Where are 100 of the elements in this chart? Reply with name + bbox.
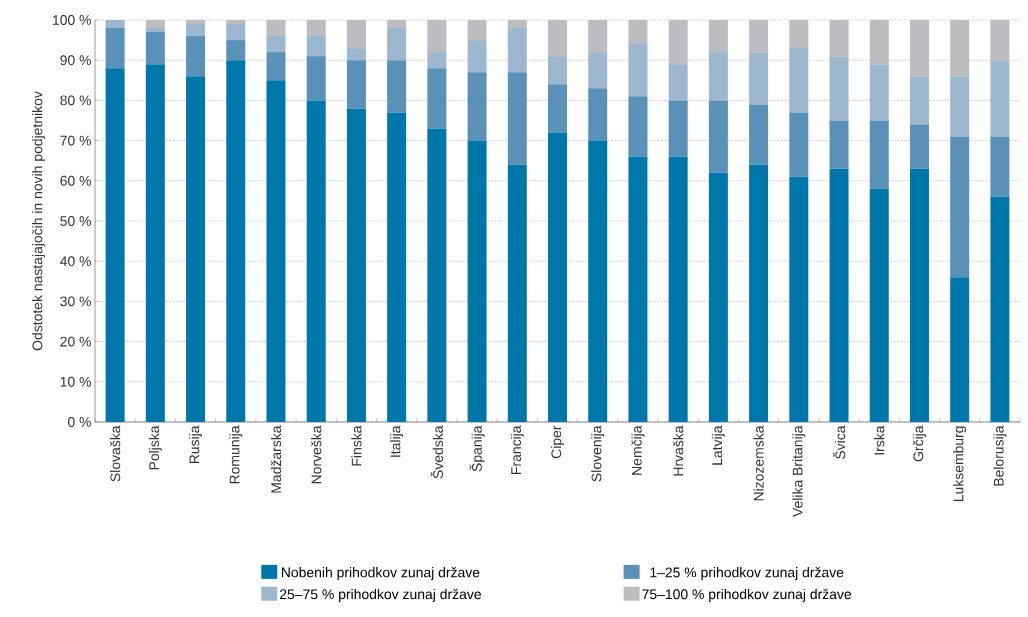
x-tick-label: Slovaška bbox=[109, 425, 121, 482]
bar bbox=[266, 36, 286, 53]
x-tick-label: Nizozemska bbox=[753, 425, 764, 501]
bar bbox=[789, 176, 809, 422]
bar bbox=[909, 76, 929, 125]
bar bbox=[990, 136, 1010, 197]
bar bbox=[628, 19, 648, 45]
bar bbox=[145, 28, 165, 33]
bar bbox=[588, 52, 608, 89]
bar bbox=[105, 28, 125, 69]
bar bbox=[226, 40, 246, 61]
bar bbox=[588, 19, 608, 53]
bar bbox=[186, 36, 206, 77]
bar bbox=[427, 52, 447, 69]
bar bbox=[467, 140, 487, 422]
x-tick-label: Norveška bbox=[311, 425, 322, 484]
bar bbox=[950, 76, 970, 137]
x-tick-label: Poljska bbox=[148, 425, 162, 470]
bar bbox=[306, 56, 326, 101]
bar bbox=[749, 104, 769, 165]
x-tick-label: Irska bbox=[874, 425, 885, 455]
bar bbox=[668, 19, 688, 65]
x-tick-label: Švica bbox=[832, 425, 846, 459]
x-tick-label: Belorusija bbox=[993, 425, 1007, 486]
bar bbox=[990, 196, 1010, 422]
legend-label: 25–75 % prihodkov zunaj države bbox=[279, 588, 481, 602]
y-tick-label: 100 % bbox=[53, 15, 91, 25]
bar bbox=[105, 19, 125, 29]
x-tick-label: Ciper bbox=[551, 425, 565, 459]
bar bbox=[226, 19, 246, 25]
bar bbox=[869, 19, 889, 65]
bar bbox=[950, 19, 970, 77]
legend-label: 1–25 % prihodkov zunaj države bbox=[650, 567, 844, 581]
bar bbox=[829, 168, 849, 422]
bar bbox=[548, 19, 568, 57]
bar bbox=[708, 19, 728, 53]
bar bbox=[789, 48, 809, 113]
bar bbox=[387, 60, 407, 113]
bar bbox=[628, 96, 648, 157]
bar bbox=[628, 44, 648, 97]
bar bbox=[467, 19, 487, 41]
bar bbox=[387, 19, 407, 29]
bar bbox=[266, 19, 286, 37]
bar bbox=[145, 32, 165, 65]
y-tick-label: 20 % bbox=[60, 336, 91, 347]
y-tick-label: 30 % bbox=[60, 296, 91, 307]
bar bbox=[387, 112, 407, 422]
bar bbox=[628, 156, 648, 422]
bar bbox=[346, 48, 366, 61]
bar bbox=[507, 19, 527, 29]
x-tick-label: Nemčija bbox=[631, 425, 645, 475]
bar bbox=[427, 68, 447, 129]
bar bbox=[909, 168, 929, 422]
bar bbox=[829, 120, 849, 169]
bar bbox=[226, 60, 246, 422]
bar bbox=[668, 64, 688, 101]
bar bbox=[387, 28, 407, 61]
bar bbox=[749, 164, 769, 422]
x-tick-label: Slovenija bbox=[591, 425, 605, 482]
bar bbox=[708, 172, 728, 422]
x-tick-label: Velika Britanija bbox=[792, 425, 806, 517]
bar bbox=[990, 60, 1010, 137]
bar bbox=[105, 68, 125, 422]
bar bbox=[507, 164, 527, 422]
bar bbox=[990, 19, 1010, 61]
bar bbox=[950, 277, 970, 422]
bar bbox=[507, 28, 527, 73]
bar bbox=[145, 64, 165, 422]
x-tick-label: Madžarska bbox=[270, 425, 282, 493]
bar bbox=[789, 19, 809, 49]
y-tick-label: 40 % bbox=[60, 256, 91, 267]
legend-label: 75–100 % prihodkov zunaj države bbox=[642, 588, 852, 602]
bar bbox=[427, 128, 447, 422]
bar bbox=[869, 188, 889, 422]
y-tick-label: 70 % bbox=[60, 135, 91, 146]
x-tick-label: Romunija bbox=[229, 425, 243, 484]
bar bbox=[186, 24, 206, 37]
bar bbox=[507, 72, 527, 165]
bar bbox=[306, 100, 326, 422]
x-tick-label: Grčija bbox=[912, 425, 926, 462]
bar bbox=[145, 19, 165, 29]
bar bbox=[789, 112, 809, 177]
bar bbox=[266, 80, 286, 422]
x-tick-label: Hrvaška bbox=[673, 425, 684, 476]
x-tick-label: Francija bbox=[510, 425, 524, 474]
bar bbox=[346, 60, 366, 109]
bar bbox=[266, 52, 286, 81]
bar bbox=[588, 88, 608, 141]
x-tick-label: Luksemburg bbox=[953, 426, 967, 502]
bar bbox=[909, 124, 929, 169]
bar bbox=[749, 52, 769, 105]
x-tick-label: Latvija bbox=[711, 425, 725, 465]
bar bbox=[708, 52, 728, 101]
bar bbox=[909, 19, 929, 77]
y-tick-label: 10 % bbox=[60, 376, 91, 387]
bar bbox=[668, 100, 688, 157]
bar bbox=[186, 19, 206, 25]
bar bbox=[186, 76, 206, 422]
bar bbox=[346, 108, 366, 422]
bar bbox=[548, 84, 568, 133]
